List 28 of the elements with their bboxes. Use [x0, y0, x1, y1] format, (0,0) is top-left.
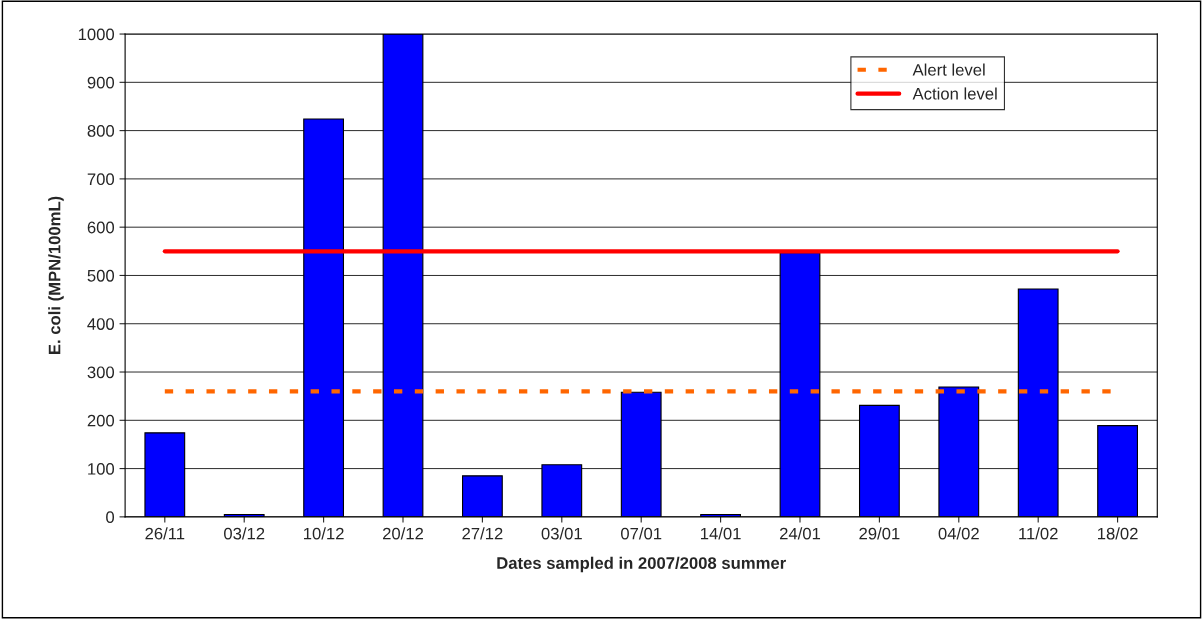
y-tick-label: 0: [106, 511, 115, 524]
y-tick-label: 700: [87, 173, 115, 186]
x-tick-label: 03/12: [224, 527, 265, 540]
y-tick-label: 800: [87, 125, 115, 137]
x-tick-label: 11/02: [1019, 527, 1058, 540]
y-tick-label: 200: [87, 414, 115, 427]
x-tick-label: 20/12: [382, 527, 424, 540]
x-axis-title: Dates sampled in 2007/2008 summer: [497, 556, 786, 573]
y-tick-label: 600: [87, 221, 115, 234]
y-tick-label: 500: [87, 269, 115, 282]
x-tick-label: 24/01: [779, 527, 821, 540]
x-tick-label: 29/01: [859, 527, 900, 540]
y-tick-label: 400: [87, 318, 115, 330]
y-axis-title: E. coli (MPN/100mL): [48, 196, 64, 354]
x-tick-label: 07/01: [621, 527, 662, 540]
x-tick-label: 27/12: [462, 527, 503, 540]
x-tick-label: 26/11: [145, 527, 185, 540]
x-tick-label: 03/01: [541, 527, 582, 540]
x-tick-label: 10/12: [304, 527, 344, 540]
x-tick-label: 18/02: [1098, 527, 1138, 540]
legend-label: Alert level: [912, 63, 985, 76]
y-tick-label: 900: [87, 76, 115, 89]
y-tick-label: 1000: [78, 28, 115, 41]
y-tick-label: 300: [87, 366, 115, 379]
y-tick-label: 100: [88, 462, 115, 475]
x-tick-label: 14/01: [701, 527, 741, 540]
x-tick-label: 04/02: [938, 527, 979, 540]
legend-label: Action level: [912, 87, 997, 100]
